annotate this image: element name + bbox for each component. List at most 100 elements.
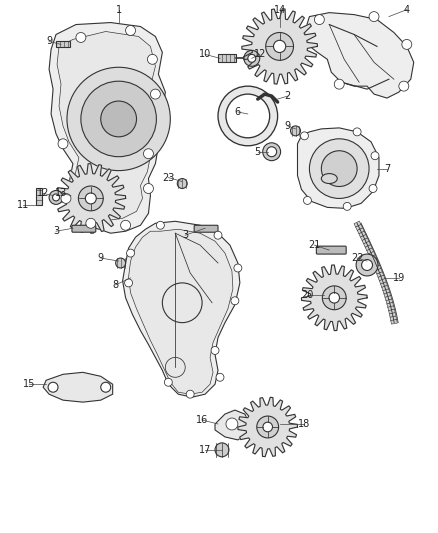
Text: 12: 12: [254, 50, 266, 59]
FancyBboxPatch shape: [218, 54, 236, 62]
Circle shape: [156, 221, 164, 229]
Circle shape: [124, 279, 133, 287]
Circle shape: [402, 39, 412, 50]
Circle shape: [309, 139, 369, 198]
Circle shape: [120, 220, 131, 230]
Circle shape: [215, 443, 229, 457]
Circle shape: [226, 418, 238, 430]
Circle shape: [334, 79, 344, 89]
Text: 9: 9: [98, 253, 104, 263]
Circle shape: [48, 382, 58, 392]
FancyBboxPatch shape: [194, 225, 218, 232]
Bar: [356, 224, 363, 230]
Bar: [385, 296, 392, 301]
Text: 11: 11: [17, 200, 29, 211]
Polygon shape: [57, 31, 157, 220]
Circle shape: [353, 128, 361, 136]
Polygon shape: [238, 397, 297, 457]
Circle shape: [216, 373, 224, 381]
Bar: [389, 309, 395, 314]
Bar: [375, 269, 382, 274]
Circle shape: [267, 147, 277, 157]
Circle shape: [49, 190, 63, 204]
Circle shape: [322, 286, 346, 310]
Text: 21: 21: [308, 240, 321, 250]
Circle shape: [314, 14, 324, 25]
FancyBboxPatch shape: [56, 42, 70, 47]
Circle shape: [116, 258, 126, 268]
Bar: [383, 289, 390, 294]
Circle shape: [214, 231, 222, 239]
Polygon shape: [304, 13, 414, 98]
Circle shape: [290, 126, 300, 136]
Text: 4: 4: [404, 5, 410, 14]
FancyBboxPatch shape: [316, 246, 346, 254]
Polygon shape: [56, 164, 126, 233]
Circle shape: [329, 293, 339, 303]
Circle shape: [148, 54, 157, 64]
Circle shape: [101, 101, 137, 137]
Text: 8: 8: [113, 280, 119, 290]
Circle shape: [343, 203, 351, 211]
Circle shape: [126, 26, 135, 36]
Text: 10: 10: [199, 50, 211, 59]
Bar: [382, 285, 389, 291]
Ellipse shape: [321, 174, 337, 183]
Text: 1: 1: [116, 5, 122, 14]
Text: 9: 9: [285, 121, 291, 131]
Polygon shape: [43, 373, 113, 402]
FancyBboxPatch shape: [72, 225, 96, 232]
Circle shape: [244, 51, 260, 66]
Bar: [391, 319, 397, 324]
Polygon shape: [123, 221, 240, 397]
Bar: [379, 279, 386, 284]
Circle shape: [218, 86, 278, 146]
Text: 7: 7: [384, 164, 390, 174]
Text: 20: 20: [301, 290, 314, 300]
Polygon shape: [129, 229, 233, 394]
Circle shape: [369, 184, 377, 192]
Text: 15: 15: [23, 379, 35, 389]
Circle shape: [362, 260, 373, 270]
Text: 3: 3: [53, 226, 59, 236]
Circle shape: [369, 12, 379, 21]
Bar: [370, 255, 377, 261]
Text: 17: 17: [199, 445, 211, 455]
Text: 14: 14: [273, 5, 286, 14]
Circle shape: [76, 33, 86, 43]
Bar: [371, 258, 378, 264]
Text: 12: 12: [37, 189, 49, 198]
FancyBboxPatch shape: [36, 188, 42, 205]
Circle shape: [177, 179, 187, 189]
Bar: [377, 272, 384, 278]
Bar: [389, 313, 396, 318]
Circle shape: [127, 249, 134, 257]
Text: 22: 22: [351, 253, 364, 263]
Bar: [360, 235, 367, 240]
Circle shape: [234, 264, 242, 272]
Circle shape: [78, 186, 103, 211]
Bar: [387, 302, 394, 308]
Circle shape: [226, 94, 270, 138]
Circle shape: [58, 139, 68, 149]
Circle shape: [67, 67, 170, 171]
Text: 9: 9: [46, 36, 52, 46]
Text: 5: 5: [254, 147, 261, 157]
Text: 23: 23: [162, 173, 174, 183]
Circle shape: [101, 382, 111, 392]
Bar: [367, 248, 374, 254]
Bar: [390, 316, 397, 321]
Circle shape: [61, 193, 71, 204]
Circle shape: [248, 54, 256, 62]
Bar: [364, 241, 371, 247]
Text: 18: 18: [298, 419, 311, 429]
Circle shape: [356, 254, 378, 276]
Circle shape: [85, 193, 96, 204]
Bar: [359, 231, 366, 237]
Circle shape: [164, 378, 172, 386]
Circle shape: [186, 390, 194, 398]
Circle shape: [300, 132, 308, 140]
Circle shape: [273, 41, 286, 53]
Text: 19: 19: [393, 273, 405, 283]
Circle shape: [266, 33, 293, 60]
